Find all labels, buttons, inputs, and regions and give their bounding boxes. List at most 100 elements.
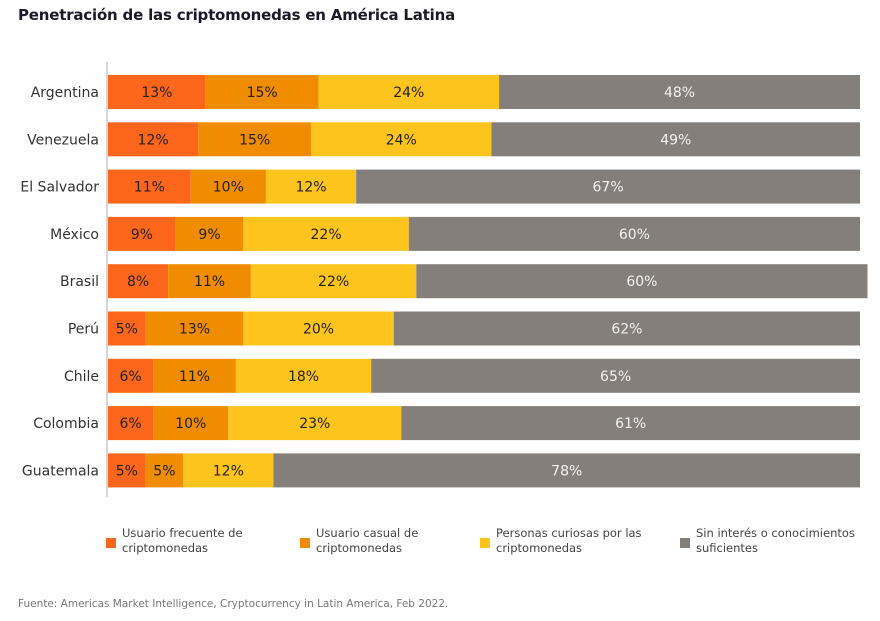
category-label: Chile bbox=[64, 369, 99, 385]
bar-row: Perú 5% 13% 20% 62% bbox=[68, 311, 860, 346]
data-label: 60% bbox=[619, 227, 650, 243]
bar-segment bbox=[168, 264, 251, 299]
bar-segment bbox=[145, 453, 184, 488]
data-label: 22% bbox=[318, 274, 349, 290]
bar-row: México 9% 9% 22% 60% bbox=[50, 216, 860, 251]
data-label: 8% bbox=[127, 274, 149, 290]
bar-segment bbox=[183, 453, 274, 488]
data-label: 61% bbox=[615, 416, 646, 432]
data-label: 12% bbox=[213, 463, 244, 479]
data-label: 5% bbox=[116, 322, 138, 338]
category-label: Venezuela bbox=[27, 132, 99, 148]
data-label: 13% bbox=[179, 322, 210, 338]
data-label: 12% bbox=[295, 180, 326, 196]
data-label: 62% bbox=[611, 322, 642, 338]
bar-segment bbox=[393, 311, 860, 346]
data-label: 5% bbox=[153, 463, 175, 479]
data-label: 24% bbox=[393, 85, 424, 101]
stacked-bar-chart: Argentina 13% 15% 24% 48% Venezuela 12% 15% 24% 4… bbox=[20, 62, 868, 497]
bar-segment bbox=[491, 122, 860, 157]
bar-segment bbox=[145, 311, 244, 346]
bar-segment bbox=[153, 358, 236, 393]
legend: Usuario frecuente de criptomonedas Usuar… bbox=[0, 526, 880, 566]
bar-row: Chile 6% 11% 18% 65% bbox=[64, 358, 860, 393]
bar-segment bbox=[499, 75, 860, 109]
bar-segment bbox=[153, 406, 229, 441]
bar-segment bbox=[108, 453, 146, 488]
legend-label: Sin interés o conocimientos bbox=[696, 526, 855, 540]
legend-label: Usuario frecuente de bbox=[122, 526, 243, 540]
bar-segment bbox=[408, 216, 860, 251]
data-label: 11% bbox=[134, 180, 165, 196]
data-label: 9% bbox=[198, 227, 220, 243]
bar-segment bbox=[198, 122, 312, 157]
bar-segment bbox=[205, 75, 319, 109]
bar-segment bbox=[318, 75, 500, 109]
data-label: 10% bbox=[213, 180, 244, 196]
legend-label: Personas curiosas por las bbox=[496, 526, 642, 540]
legend-label: suficientes bbox=[696, 541, 758, 555]
legend-item-casual-user: Usuario casual de criptomonedas bbox=[300, 526, 456, 556]
legend-item-frequent-user: Usuario frecuente de criptomonedas bbox=[106, 526, 262, 556]
bar-row: Guatemala 5% 5% 12% 78% bbox=[22, 453, 860, 488]
source-note: Fuente: Americas Market Intelligence, Cr… bbox=[18, 598, 449, 610]
bar-row: Brasil 8% 11% 22% 60% bbox=[60, 264, 868, 299]
category-label: México bbox=[50, 227, 99, 243]
data-label: 48% bbox=[664, 85, 695, 101]
data-label: 6% bbox=[119, 369, 141, 385]
bar-segment bbox=[401, 406, 860, 441]
data-label: 23% bbox=[299, 416, 330, 432]
bar-row: Argentina 13% 15% 24% 48% bbox=[31, 75, 860, 109]
legend-swatch bbox=[480, 538, 490, 548]
category-label: Colombia bbox=[33, 416, 99, 432]
data-label: 60% bbox=[626, 274, 657, 290]
data-label: 15% bbox=[247, 85, 278, 101]
data-label: 9% bbox=[131, 227, 153, 243]
data-label: 10% bbox=[175, 416, 206, 432]
bar-segment bbox=[356, 169, 860, 204]
bar-segment bbox=[108, 264, 169, 299]
data-label: 49% bbox=[660, 132, 691, 148]
data-label: 6% bbox=[119, 416, 141, 432]
bar-segment bbox=[175, 216, 244, 251]
data-label: 11% bbox=[194, 274, 225, 290]
chart-title: Penetración de las criptomonedas en Amér… bbox=[18, 6, 455, 24]
data-label: 15% bbox=[239, 132, 270, 148]
data-label: 67% bbox=[593, 180, 624, 196]
data-label: 20% bbox=[303, 322, 334, 338]
data-label: 78% bbox=[551, 463, 582, 479]
bar-segment bbox=[265, 169, 357, 204]
data-label: 18% bbox=[288, 369, 319, 385]
legend-item-curious: Personas curiosas por las criptomonedas bbox=[480, 526, 666, 556]
bar-segment bbox=[243, 216, 409, 251]
legend-swatch bbox=[106, 538, 116, 548]
bar-segment bbox=[108, 311, 146, 346]
bar-row: Colombia 6% 10% 23% 61% bbox=[33, 406, 860, 441]
legend-label: criptomonedas bbox=[316, 541, 403, 555]
bar-segment bbox=[250, 264, 417, 299]
bar-segment bbox=[371, 358, 860, 393]
category-label: Argentina bbox=[31, 85, 99, 101]
data-label: 65% bbox=[600, 369, 631, 385]
data-label: 24% bbox=[386, 132, 417, 148]
category-label: Brasil bbox=[60, 274, 99, 290]
legend-item-no-interest: Sin interés o conocimientos suficientes bbox=[680, 526, 880, 556]
bar-segment bbox=[108, 75, 206, 109]
bar-segment bbox=[311, 122, 492, 157]
bar-segment bbox=[273, 453, 860, 488]
bar-segment bbox=[108, 122, 199, 157]
legend-label: Usuario casual de bbox=[316, 526, 419, 540]
bar-row: Venezuela 12% 15% 24% 49% bbox=[27, 122, 860, 157]
category-label: Perú bbox=[68, 322, 99, 338]
legend-label: criptomonedas bbox=[122, 541, 209, 555]
category-label: El Salvador bbox=[20, 180, 99, 196]
data-label: 12% bbox=[138, 132, 169, 148]
bar-segment bbox=[228, 406, 402, 441]
bar-segment bbox=[108, 358, 154, 393]
bar-segment bbox=[108, 406, 154, 441]
bar-row: El Salvador 11% 10% 12% 67% bbox=[20, 169, 860, 204]
bar-segment bbox=[190, 169, 266, 204]
bar-segment bbox=[243, 311, 394, 346]
bar-segment bbox=[416, 264, 868, 299]
legend-label: criptomonedas bbox=[496, 541, 583, 555]
